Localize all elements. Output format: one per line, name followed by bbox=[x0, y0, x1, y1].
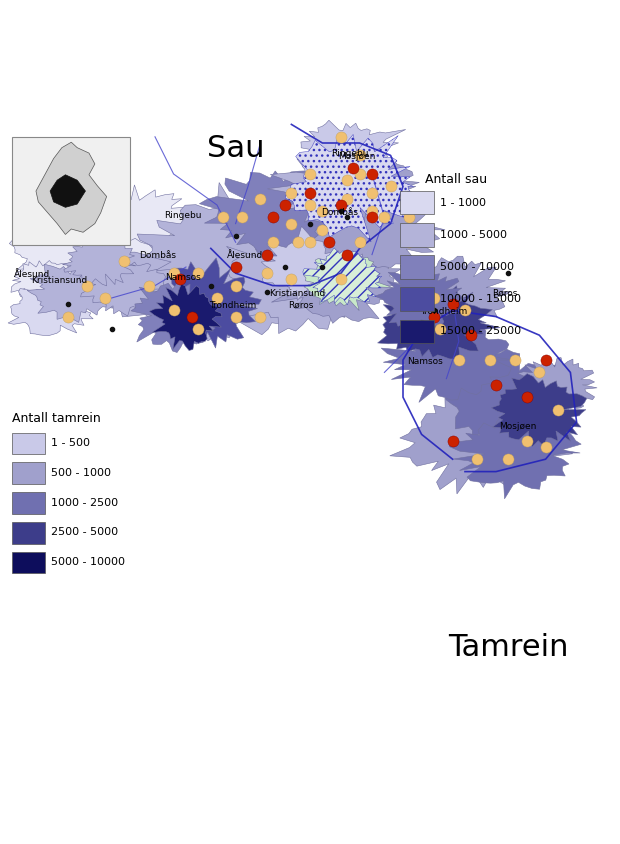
Polygon shape bbox=[100, 229, 327, 341]
Text: Dombås: Dombås bbox=[321, 208, 358, 217]
Polygon shape bbox=[303, 248, 382, 305]
Polygon shape bbox=[304, 251, 392, 311]
Text: Ålesund: Ålesund bbox=[14, 270, 50, 279]
Polygon shape bbox=[226, 232, 377, 333]
Polygon shape bbox=[285, 134, 414, 242]
Text: 5000 - 10000: 5000 - 10000 bbox=[51, 557, 125, 567]
Bar bbox=[12, 552, 45, 573]
Polygon shape bbox=[50, 175, 86, 208]
Text: 2500 - 5000: 2500 - 5000 bbox=[51, 528, 118, 538]
Polygon shape bbox=[374, 263, 466, 330]
Polygon shape bbox=[63, 231, 136, 286]
Polygon shape bbox=[390, 392, 573, 494]
Bar bbox=[400, 223, 434, 246]
Bar bbox=[400, 288, 434, 311]
Text: Ringebu: Ringebu bbox=[332, 149, 369, 158]
Text: 10000 - 15000: 10000 - 15000 bbox=[440, 295, 521, 304]
Polygon shape bbox=[27, 262, 135, 322]
Text: Dombås: Dombås bbox=[140, 252, 177, 261]
Text: Røros: Røros bbox=[288, 301, 313, 310]
Polygon shape bbox=[516, 358, 597, 412]
Polygon shape bbox=[381, 326, 515, 403]
Text: Namsos: Namsos bbox=[407, 357, 443, 366]
Text: Trondheim: Trondheim bbox=[209, 301, 256, 310]
Text: 1 - 500: 1 - 500 bbox=[51, 438, 90, 448]
Text: 500 - 1000: 500 - 1000 bbox=[51, 468, 111, 478]
Bar bbox=[12, 137, 130, 246]
Polygon shape bbox=[446, 349, 570, 447]
Polygon shape bbox=[309, 187, 445, 268]
Bar bbox=[12, 492, 45, 514]
Polygon shape bbox=[76, 185, 199, 246]
Bar bbox=[400, 320, 434, 344]
Text: Trondheim: Trondheim bbox=[420, 307, 467, 316]
Polygon shape bbox=[9, 218, 117, 278]
Bar bbox=[12, 463, 45, 484]
Polygon shape bbox=[450, 412, 581, 499]
Text: Kristiansund: Kristiansund bbox=[270, 289, 326, 298]
Polygon shape bbox=[294, 152, 419, 222]
Text: Kristiansund: Kristiansund bbox=[31, 276, 87, 285]
Text: 1 - 1000: 1 - 1000 bbox=[440, 197, 486, 208]
Polygon shape bbox=[79, 258, 168, 316]
Text: Antall tamrein: Antall tamrein bbox=[12, 412, 101, 425]
Polygon shape bbox=[200, 170, 376, 258]
Bar bbox=[12, 522, 45, 544]
Text: 1000 - 5000: 1000 - 5000 bbox=[440, 230, 507, 240]
Polygon shape bbox=[491, 374, 587, 446]
Text: Tamrein: Tamrein bbox=[448, 633, 569, 662]
Text: Mosjøen: Mosjøen bbox=[499, 422, 536, 431]
Text: Sau: Sau bbox=[207, 133, 264, 163]
Text: Røros: Røros bbox=[493, 289, 518, 298]
Text: Namsos: Namsos bbox=[165, 273, 201, 282]
Text: Ringebu: Ringebu bbox=[164, 211, 202, 220]
Bar bbox=[400, 191, 434, 214]
Polygon shape bbox=[131, 284, 215, 353]
Text: 15000 - 25000: 15000 - 25000 bbox=[440, 327, 521, 337]
Bar bbox=[12, 432, 45, 454]
Polygon shape bbox=[26, 215, 205, 295]
Text: Mosjøen: Mosjøen bbox=[338, 152, 375, 161]
Polygon shape bbox=[261, 226, 367, 300]
Polygon shape bbox=[303, 141, 401, 195]
Text: Ålesund: Ålesund bbox=[227, 252, 263, 261]
Polygon shape bbox=[36, 143, 107, 235]
Text: Antall sau: Antall sau bbox=[425, 173, 487, 187]
Polygon shape bbox=[8, 286, 93, 336]
Polygon shape bbox=[272, 251, 409, 323]
Polygon shape bbox=[11, 261, 78, 302]
Polygon shape bbox=[137, 182, 327, 302]
Bar bbox=[400, 255, 434, 279]
Polygon shape bbox=[299, 120, 405, 177]
Polygon shape bbox=[245, 220, 330, 278]
Polygon shape bbox=[406, 257, 511, 328]
Polygon shape bbox=[149, 284, 222, 350]
Polygon shape bbox=[378, 282, 500, 359]
Polygon shape bbox=[262, 210, 386, 285]
Text: 5000 - 10000: 5000 - 10000 bbox=[440, 262, 514, 272]
Polygon shape bbox=[150, 258, 262, 348]
Text: 1000 - 2500: 1000 - 2500 bbox=[51, 498, 118, 507]
Polygon shape bbox=[268, 147, 405, 228]
